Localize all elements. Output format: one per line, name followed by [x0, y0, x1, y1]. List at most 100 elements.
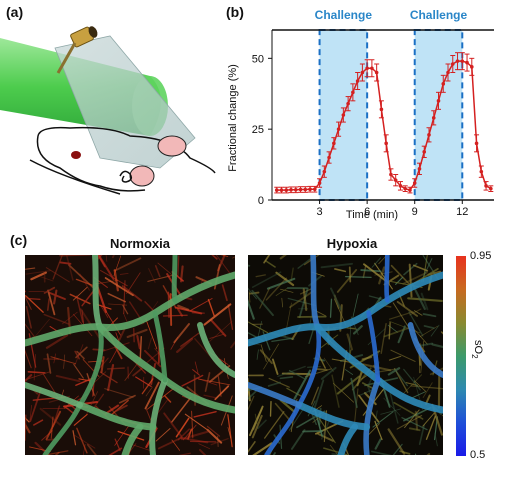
capillary	[422, 412, 435, 427]
challenge-label: Challenge	[410, 8, 468, 22]
capillary	[388, 321, 391, 340]
capillary	[43, 286, 56, 294]
challenge-label: Challenge	[315, 8, 373, 22]
capillary	[145, 318, 158, 350]
capillary	[55, 375, 81, 383]
capillary	[371, 257, 381, 268]
data-point	[460, 59, 465, 63]
capillary	[371, 450, 392, 455]
data-point	[370, 66, 374, 71]
capillary	[162, 314, 188, 317]
capillary	[390, 264, 412, 287]
data-point	[441, 82, 446, 86]
capillary	[350, 377, 358, 409]
capillary	[73, 363, 84, 379]
capillary	[113, 255, 122, 277]
vessel	[310, 255, 321, 330]
capillary	[248, 441, 256, 454]
capillary	[227, 414, 233, 448]
capillary	[248, 390, 257, 401]
capillary	[383, 327, 410, 338]
capillary	[118, 394, 136, 404]
capillary	[401, 417, 428, 431]
capillary	[45, 267, 70, 283]
capillary	[348, 323, 352, 357]
capillary	[113, 269, 119, 292]
y-axis-label: Fractional change (%)	[227, 64, 239, 172]
capillary	[248, 298, 255, 320]
capillary	[380, 408, 402, 415]
capillary	[387, 367, 401, 376]
mouse-head-outline	[29, 126, 216, 195]
y-tick-label: 50	[252, 53, 264, 65]
capillary	[76, 295, 84, 323]
capillary	[46, 298, 50, 311]
capillary	[73, 434, 96, 449]
capillary	[302, 288, 308, 311]
capillary	[217, 376, 222, 397]
capillary	[177, 428, 191, 441]
capillary	[40, 276, 54, 282]
capillary	[180, 430, 209, 441]
capillary	[29, 404, 33, 422]
capillary	[104, 277, 134, 297]
data-point	[341, 113, 346, 117]
vessel	[171, 255, 178, 303]
capillary	[249, 405, 264, 437]
capillary	[25, 414, 27, 441]
capillary	[96, 279, 119, 285]
capillary	[164, 395, 172, 403]
data-point	[417, 167, 422, 171]
data-point	[351, 90, 355, 95]
capillary	[62, 311, 78, 325]
normoxia-title: Normoxia	[110, 236, 170, 251]
capillary	[405, 382, 418, 386]
capillary	[434, 433, 438, 447]
capillary	[54, 451, 60, 455]
capillary	[265, 260, 276, 268]
capillary	[389, 390, 399, 424]
panel-a-label: (a)	[6, 4, 24, 20]
data-point	[422, 150, 427, 154]
capillary	[263, 255, 271, 264]
capillary	[265, 277, 288, 301]
data-point	[484, 184, 488, 188]
capillary	[114, 404, 128, 413]
capillary	[334, 268, 347, 273]
capillary	[248, 287, 257, 300]
capillary	[122, 304, 129, 315]
capillary	[25, 323, 36, 339]
normoxia-so2-map	[25, 255, 235, 455]
capillary	[320, 366, 337, 380]
capillary	[403, 406, 432, 422]
capillary	[221, 284, 228, 302]
capillary	[255, 274, 266, 278]
ear-icon	[157, 135, 187, 157]
capillary	[129, 443, 137, 453]
capillary	[29, 388, 42, 423]
capillary	[45, 410, 62, 441]
capillary	[396, 300, 418, 317]
vessel	[121, 423, 144, 455]
capillary	[263, 343, 279, 370]
capillary	[187, 428, 193, 440]
capillary	[329, 298, 333, 318]
capillary	[410, 385, 443, 390]
capillary	[179, 452, 191, 455]
vessel	[366, 310, 381, 383]
data-point	[455, 59, 460, 63]
colorbar-max-label: 0.95	[470, 250, 492, 262]
capillary	[318, 418, 336, 444]
x-tick-label: 3	[317, 206, 323, 218]
capillary	[275, 288, 288, 297]
data-point	[336, 127, 341, 131]
capillary	[367, 328, 386, 346]
colorbar-quantity-sub: 2	[469, 354, 479, 359]
eye-icon	[71, 151, 81, 159]
capillary	[383, 397, 401, 416]
capillary	[110, 399, 129, 416]
capillary	[175, 417, 190, 438]
capillary	[25, 305, 32, 329]
capillary	[361, 382, 374, 390]
vessel	[92, 255, 103, 330]
